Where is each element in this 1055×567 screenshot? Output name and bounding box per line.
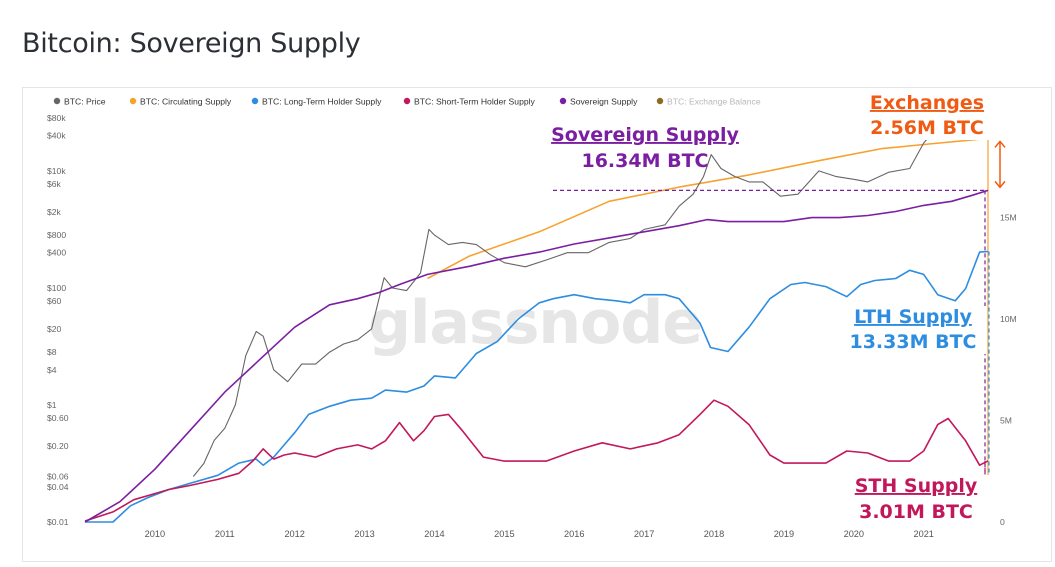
lth-annotation-value: 13.33M BTC xyxy=(849,331,976,353)
y-left-tick-label: $0.20 xyxy=(47,441,69,451)
sovereign-annotation-label: Sovereign Supply xyxy=(551,124,739,146)
exchanges-arrow-head-up xyxy=(994,140,1006,148)
legend-label: BTC: Circulating Supply xyxy=(140,97,232,107)
legend-label: BTC: Price xyxy=(64,97,106,107)
y-left-tick-label: $0.01 xyxy=(47,517,69,527)
sth-annotation-bg xyxy=(842,475,990,524)
x-tick-label: 2013 xyxy=(354,529,374,539)
series-line-btc-price xyxy=(192,124,989,477)
legend-item: Sovereign Supply xyxy=(559,97,638,107)
watermark: glassnode xyxy=(368,288,703,358)
legend-dot xyxy=(251,97,259,105)
x-tick-label: 2021 xyxy=(913,529,933,539)
y-axis-right: 15M 10M 5M 0 xyxy=(987,110,1017,527)
x-tick-label: 2010 xyxy=(145,529,165,539)
legend-item: BTC: Exchange Balance xyxy=(656,97,761,107)
exchanges-arrow-head-down xyxy=(994,180,1006,189)
legend-label: BTC: Long-Term Holder Supply xyxy=(262,97,382,107)
chart-card: glassnode BTC: Price BTC: Circulating Sup… xyxy=(22,87,1052,562)
y-left-tick-label: $0.04 xyxy=(47,482,69,492)
page-title: Bitcoin: Sovereign Supply xyxy=(22,28,361,59)
sth-annotation-label: STH Supply xyxy=(855,475,978,497)
legend-dot xyxy=(656,97,664,105)
y-right-tick-label: 10M xyxy=(1000,314,1017,324)
series-lines xyxy=(84,124,989,523)
y-left-tick-label: $1 xyxy=(47,400,57,410)
y-right-tick-label: 15M xyxy=(1000,213,1017,223)
y-right-tick-label: 5M xyxy=(1000,416,1012,426)
chart-legend: BTC: Price BTC: Circulating Supply BTC: Lo… xyxy=(53,97,761,107)
exchanges-annotation-value: 2.56M BTC xyxy=(870,117,984,139)
x-tick-label: 2014 xyxy=(424,529,444,539)
exchanges-annotation-bg xyxy=(853,92,1001,140)
lth-annotation-bg xyxy=(839,306,987,354)
legend-dot xyxy=(129,97,137,105)
sovereign-annotation-value: 16.34M BTC xyxy=(581,150,708,172)
series-line-btc-long-term-holder-supply xyxy=(85,250,989,523)
y-left-tick-label: $0.60 xyxy=(47,413,69,423)
y-left-tick-label: $60 xyxy=(47,296,62,306)
y-left-tick-label: $6k xyxy=(47,179,62,189)
y-left-tick-label: $4 xyxy=(47,365,57,375)
y-left-tick-label: $10k xyxy=(47,166,66,176)
series-line-btc-circulating-supply xyxy=(427,137,989,280)
legend-label: Sovereign Supply xyxy=(570,97,638,107)
x-tick-label: 2018 xyxy=(704,529,724,539)
x-tick-label: 2011 xyxy=(215,529,235,539)
x-tick-label: 2016 xyxy=(564,529,584,539)
x-axis: 2010 2011 2012 2013 2014 2015 2016 2017 2018 2019… xyxy=(145,529,934,539)
x-tick-label: 2012 xyxy=(284,529,304,539)
y-left-tick-label: $400 xyxy=(47,248,66,258)
sth-annotation-value: 3.01M BTC xyxy=(859,501,973,523)
legend-item: BTC: Short-Term Holder Supply xyxy=(403,97,536,107)
y-left-tick-label: $100 xyxy=(47,283,66,293)
exchanges-annotation-label: Exchanges xyxy=(870,92,984,114)
chart-svg: glassnode BTC: Price BTC: Circulating Sup… xyxy=(47,92,1017,539)
watermark-text: glassnode xyxy=(368,288,702,358)
y-left-tick-label: $80k xyxy=(47,113,66,123)
x-tick-label: 2015 xyxy=(494,529,514,539)
legend-item: BTC: Circulating Supply xyxy=(129,97,232,107)
y-left-tick-label: $8 xyxy=(47,347,57,357)
legend-item: BTC: Long-Term Holder Supply xyxy=(251,97,382,107)
y-left-tick-label: $0.06 xyxy=(47,471,69,481)
legend-label: BTC: Exchange Balance xyxy=(667,97,761,107)
x-tick-label: 2020 xyxy=(844,529,864,539)
y-left-tick-label: $2k xyxy=(47,207,62,217)
y-left-tick-label: $800 xyxy=(47,230,66,240)
lth-annotation-label: LTH Supply xyxy=(854,306,972,328)
y-left-tick-label: $20 xyxy=(47,324,62,334)
legend-item: BTC: Price xyxy=(53,97,106,107)
y-axis-left: $80k $40k $10k $6k $2k $800 $400 $100 $60 $20 $8 $4… xyxy=(47,113,69,527)
legend-dot xyxy=(559,97,567,105)
y-left-tick-label: $40k xyxy=(47,131,66,141)
y-right-tick-label: 0 xyxy=(1000,517,1005,527)
x-tick-label: 2019 xyxy=(774,529,794,539)
legend-dot xyxy=(403,97,411,105)
x-tick-label: 2017 xyxy=(634,529,654,539)
annotations: Exchanges 2.56M BTC Sovereign Supply 16.34M… xyxy=(551,92,1001,524)
legend-dot xyxy=(53,97,61,105)
series-line-sovereign-supply xyxy=(84,189,989,523)
legend-label: BTC: Short-Term Holder Supply xyxy=(414,97,536,107)
series-line-btc-short-term-holder-supply xyxy=(84,399,989,522)
